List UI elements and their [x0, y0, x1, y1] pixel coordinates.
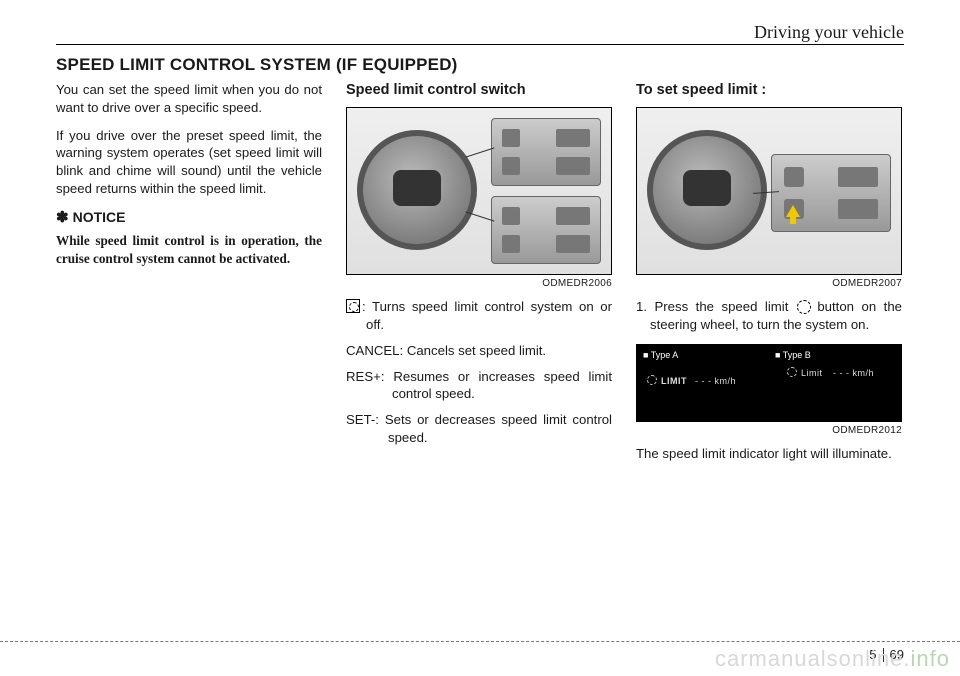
icon-definition: : Turns speed limit control system on or…: [346, 298, 612, 334]
cancel-definition: CANCEL: Cancels set speed limit.: [346, 342, 612, 360]
intro-p1: You can set the speed limit when you do …: [56, 81, 322, 117]
panel-button: [502, 129, 520, 147]
limit-a-text: LIMIT: [661, 375, 687, 387]
column-3: To set speed limit : ODMEDR2007 1. Press…: [636, 81, 902, 473]
panel-button: [556, 129, 590, 147]
watermark-b: info: [911, 646, 950, 671]
switch-panel-bottom: [491, 196, 601, 264]
watermark-a: carmanualsonline.: [715, 646, 911, 671]
limit-ring-icon: [647, 375, 657, 385]
fig3-caption: ODMEDR2012: [636, 424, 902, 438]
intro-p2: If you drive over the preset speed limit…: [56, 127, 322, 198]
fig1-caption: ODMEDR2006: [346, 277, 612, 291]
wheel-hub-graphic: [683, 170, 731, 206]
steering-wheel-graphic: [647, 130, 767, 250]
panel-button: [784, 167, 804, 187]
footer-dashed-rule: [0, 641, 960, 642]
fig2-caption: ODMEDR2007: [636, 277, 902, 291]
figure-set-speed-limit: [636, 107, 902, 275]
speed-limit-inline-icon: [796, 299, 810, 313]
panel-button: [502, 207, 520, 225]
steering-wheel-graphic: [357, 130, 477, 250]
watermark: carmanualsonline.info: [715, 646, 950, 672]
switch-panel: [771, 154, 891, 232]
switch-panel-top: [491, 118, 601, 186]
indicator-text: The speed limit indicator light will ill…: [636, 445, 902, 463]
res-definition: RES+: Resumes or increases speed limit c…: [346, 368, 612, 404]
panel-button: [502, 157, 520, 175]
step-1: 1. Press the speed limit button on the s…: [636, 298, 902, 334]
panel-button: [556, 207, 590, 225]
icon-def-text: : Turns speed limit control system on or…: [362, 299, 612, 332]
type-b-label: ■ Type B: [775, 349, 811, 361]
column-1: You can set the speed limit when you do …: [56, 81, 322, 473]
panel-button: [556, 235, 590, 253]
limit-ring-icon: [787, 367, 797, 377]
header-rule: [56, 44, 904, 45]
notice-star-icon: ✽: [56, 209, 69, 226]
speed-limit-icon: [346, 299, 360, 313]
arrow-up-icon: [786, 205, 800, 217]
step1-text-a: 1. Press the speed limit: [636, 299, 796, 314]
chapter-header: Driving your vehicle: [754, 22, 904, 43]
panel-button: [838, 167, 878, 187]
notice-label: NOTICE: [73, 209, 126, 225]
col2-subhead: Speed limit control switch: [346, 81, 612, 101]
section-title: SPEED LIMIT CONTROL SYSTEM (IF EQUIPPED): [56, 55, 904, 75]
figure-speed-limit-switch: [346, 107, 612, 275]
kmh-a-text: - - - km/h: [695, 375, 736, 387]
col3-subhead: To set speed limit :: [636, 81, 902, 101]
limit-b-text: Limit: [801, 367, 823, 379]
type-a-label: ■ Type A: [643, 349, 678, 361]
notice-body: While speed limit control is in oper­ati…: [56, 232, 322, 268]
panel-button: [556, 157, 590, 175]
panel-button: [502, 235, 520, 253]
figure-indicator-types: ■ Type A ■ Type B LIMIT - - - km/h Limit…: [636, 344, 902, 422]
column-2: Speed limit control switch: [346, 81, 612, 473]
wheel-hub-graphic: [393, 170, 441, 206]
kmh-b-text: - - - km/h: [833, 367, 874, 379]
panel-button: [838, 199, 878, 219]
notice-heading: ✽NOTICE: [56, 208, 322, 228]
set-definition: SET-: Sets or decreases speed limit cont…: [346, 411, 612, 447]
